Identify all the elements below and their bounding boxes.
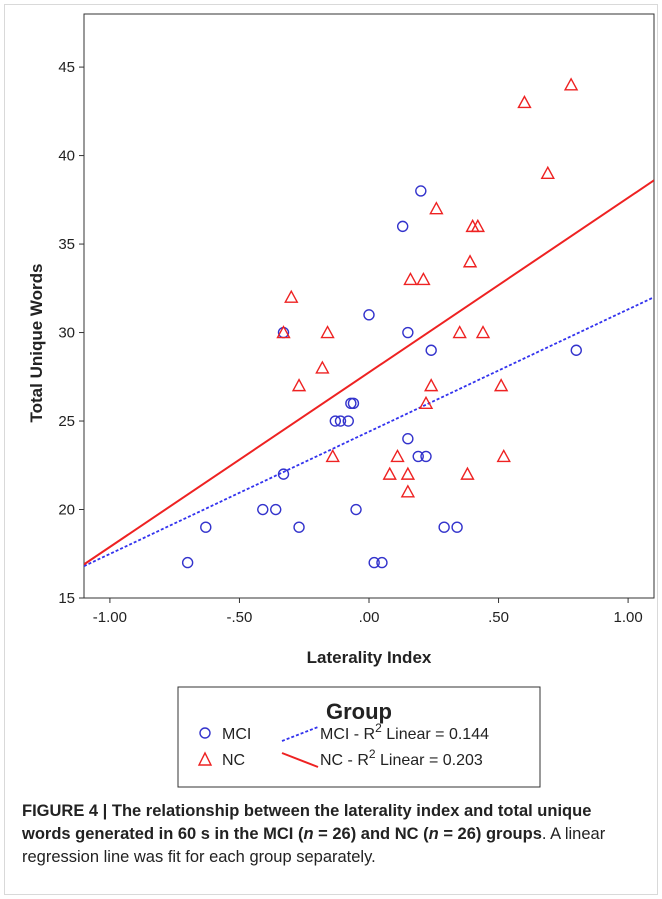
y-tick-label: 35 xyxy=(58,236,75,253)
figure-caption: FIGURE 4 | The relationship between the … xyxy=(22,800,642,869)
mci-point xyxy=(368,556,380,569)
nc-point xyxy=(493,378,509,392)
plot-area xyxy=(83,13,655,599)
mci-point xyxy=(402,433,414,445)
mci-point xyxy=(350,503,362,516)
nc-point xyxy=(276,325,291,339)
y-tick-label: 20 xyxy=(58,502,75,519)
legend-fit-value: Linear = 0.144 xyxy=(382,726,489,743)
legend-fit-superscript: 2 xyxy=(375,721,382,735)
nc-point xyxy=(390,448,405,463)
nc-point xyxy=(470,218,485,233)
caption-bold-tail: groups xyxy=(481,825,542,843)
x-tick-label: 1.00 xyxy=(613,609,642,626)
legend-mci-line-sample xyxy=(281,726,319,742)
legend-nc-fit-label: NC - R2 Linear = 0.203 xyxy=(320,747,483,769)
y-tick-label: 40 xyxy=(58,148,75,165)
mci-point xyxy=(402,326,414,339)
mci-point xyxy=(451,521,463,533)
legend-mci-fit-label: MCI - R2 Linear = 0.144 xyxy=(320,721,489,743)
nc-point xyxy=(460,466,475,480)
legend-fit-superscript: 2 xyxy=(369,747,376,761)
nc-point xyxy=(400,466,416,480)
x-tick-label: .00 xyxy=(359,609,380,626)
legend-mci-label: MCI xyxy=(222,726,251,743)
nc-point xyxy=(452,325,467,339)
legend-mci-marker xyxy=(199,727,211,739)
mci-point xyxy=(412,450,424,463)
caption-n1-eq: = 26) and NC ( xyxy=(313,825,429,843)
mci-point xyxy=(293,521,305,533)
y-tick-label: 45 xyxy=(58,59,75,76)
y-tick-label: 25 xyxy=(58,413,75,430)
y-tick-label: 30 xyxy=(58,325,75,342)
mci-point xyxy=(181,556,194,569)
mci-point xyxy=(347,397,360,410)
y-tick-label: 15 xyxy=(58,590,75,607)
nc-point xyxy=(462,254,478,268)
mci-point xyxy=(570,344,582,356)
legend-fit-name: NC - R xyxy=(320,752,369,769)
mci-point xyxy=(329,415,342,427)
nc-point xyxy=(424,378,439,392)
mci-point xyxy=(334,415,347,427)
nc-point xyxy=(429,201,444,215)
nc-point xyxy=(315,360,330,374)
nc-point xyxy=(418,395,434,410)
nc-point xyxy=(496,448,511,463)
mci-point xyxy=(277,468,290,480)
caption-n2-eq: = 26) xyxy=(438,825,482,843)
x-tick-label: -1.00 xyxy=(93,609,127,626)
plot-border xyxy=(83,13,655,599)
nc-point xyxy=(563,77,579,91)
legend-fit-value: Linear = 0.203 xyxy=(376,752,483,769)
nc-fit-line xyxy=(84,179,654,566)
legend-title: Group xyxy=(326,699,392,724)
mci-point xyxy=(363,309,375,321)
mci-point xyxy=(270,503,282,516)
legend-box xyxy=(177,686,541,788)
x-tick-label: -.50 xyxy=(227,609,253,626)
nc-point xyxy=(325,448,340,463)
mci-point xyxy=(420,450,432,463)
mci-point xyxy=(425,344,437,356)
nc-point xyxy=(403,271,418,286)
mci-point xyxy=(438,521,450,533)
data-points xyxy=(181,77,582,569)
mci-point xyxy=(257,503,269,516)
nc-point xyxy=(416,271,431,286)
nc-point xyxy=(540,165,555,179)
legend-nc-label: NC xyxy=(222,752,245,769)
caption-n2-var: n xyxy=(428,825,439,843)
nc-point xyxy=(320,325,335,339)
mci-point xyxy=(342,415,354,427)
fit-lines xyxy=(84,179,654,567)
scatter-chart: -1.00 -.50 .00 .50 1.00 15 20 25 30 35 40 45 Latera… xyxy=(27,13,655,788)
nc-point xyxy=(475,325,491,339)
nc-point xyxy=(400,484,416,498)
x-axis-title: Laterality Index xyxy=(307,648,432,667)
nc-point xyxy=(284,289,299,303)
nc-point xyxy=(382,466,397,480)
mci-fit-line xyxy=(84,296,654,567)
caption-n1-var: n xyxy=(303,825,314,843)
mci-point xyxy=(376,556,388,569)
x-tick-label: .50 xyxy=(488,609,509,626)
legend-nc-marker xyxy=(197,751,213,766)
y-axis-title: Total Unique Words xyxy=(27,264,46,423)
mci-point xyxy=(415,185,427,197)
caption-rest: . A linear regression line was fit for e… xyxy=(22,825,606,866)
nc-point xyxy=(517,95,532,109)
nc-point xyxy=(291,378,307,392)
legend-fit-name: MCI - R xyxy=(320,726,375,743)
legend-nc-line-sample xyxy=(281,752,319,768)
mci-point xyxy=(200,521,212,533)
axes: -1.00 -.50 .00 .50 1.00 15 20 25 30 35 40 45 xyxy=(58,59,642,626)
caption-figure-label: FIGURE 4 | The relationship between the … xyxy=(22,802,592,843)
mci-point xyxy=(396,220,409,233)
